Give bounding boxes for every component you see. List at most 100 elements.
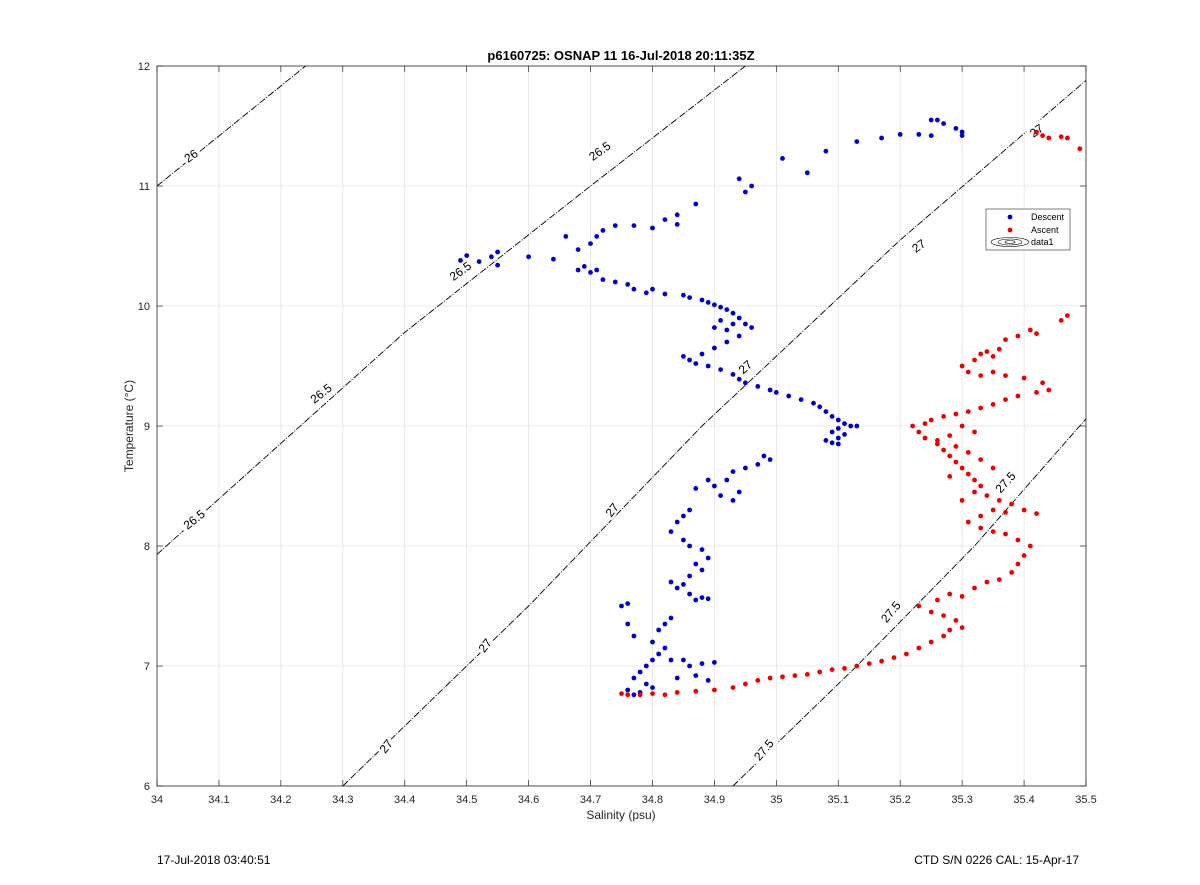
ascent-point <box>996 577 1002 582</box>
ascent-point <box>959 423 965 429</box>
descent-point <box>594 234 600 239</box>
x-tick-label: 34.5 <box>456 794 477 806</box>
ascent-point <box>916 429 922 435</box>
descent-point <box>687 573 692 579</box>
x-axis-ticks: 34 34.1 34.2 34.3 34.4 34.5 34.6 34.7 34.8 34.9 35… <box>151 66 1097 806</box>
ascent-point <box>1065 313 1070 318</box>
descent-point <box>712 325 717 330</box>
descent-point <box>699 661 705 666</box>
descent-point <box>854 423 860 429</box>
footer-timestamp: 17-Jul-2018 03:40:51 <box>157 853 271 867</box>
descent-point <box>674 519 680 525</box>
contour-label-bg <box>375 735 397 757</box>
descent-point <box>631 286 637 292</box>
descent-point <box>693 486 699 491</box>
descent-point <box>687 295 692 300</box>
contour-label-group: 27 <box>907 235 930 256</box>
ascent-point <box>1027 543 1033 549</box>
ascent-point <box>904 651 909 657</box>
descent-point <box>724 327 730 333</box>
ascent-point <box>928 417 934 423</box>
ascent-point <box>910 423 915 429</box>
descent-point <box>718 318 723 323</box>
legend[interactable]: Descent Ascent data1 <box>985 208 1071 251</box>
descent-point <box>668 615 674 621</box>
descent-point <box>705 555 711 561</box>
descent-point <box>941 121 946 126</box>
ascent-point <box>959 498 965 503</box>
descent-point <box>674 675 680 681</box>
ascent-point <box>829 667 835 672</box>
descent-point <box>773 390 779 395</box>
descent-point <box>594 267 600 273</box>
data-points <box>458 117 1083 698</box>
ascent-point <box>1003 373 1008 378</box>
descent-point <box>588 241 593 247</box>
ascent-point <box>650 691 655 696</box>
y-tick-label: 10 <box>138 301 150 313</box>
ascent-point <box>1040 380 1045 386</box>
contour-label-bg <box>474 634 496 657</box>
descent-point <box>854 139 860 145</box>
descent-point <box>835 435 841 441</box>
descent-point <box>650 286 655 292</box>
contour-label-bg <box>875 595 906 628</box>
descent-point <box>780 156 785 161</box>
ascent-point <box>1003 337 1008 342</box>
contour-label-bg <box>444 256 477 285</box>
descent-point <box>681 537 686 543</box>
ascent-point <box>1027 327 1033 333</box>
ascent-point <box>1003 510 1008 515</box>
ascent-point <box>780 674 785 680</box>
ascent-point <box>972 585 977 591</box>
ascent-point <box>941 447 946 453</box>
legend-marker-descent <box>1007 214 1013 220</box>
descent-point <box>612 279 618 285</box>
descent-point <box>625 282 631 287</box>
descent-point <box>637 669 643 675</box>
contour-label-group: 27.5 <box>875 595 906 628</box>
descent-point <box>619 603 624 609</box>
ascent-point <box>996 346 1002 352</box>
descent-point <box>699 547 705 552</box>
descent-point <box>600 277 606 282</box>
descent-point <box>699 351 705 357</box>
descent-point <box>643 290 649 296</box>
legend-label-descent: Descent <box>1031 212 1065 222</box>
ascent-point <box>990 354 996 359</box>
contour-label-bg <box>601 498 623 521</box>
x-tick-label: 35.1 <box>828 794 849 806</box>
grid <box>156 65 1087 787</box>
descent-point <box>687 663 692 669</box>
ascent-point <box>972 429 977 435</box>
x-tick-label: 34.4 <box>394 794 415 806</box>
descent-point <box>625 687 631 693</box>
contour-label-bg <box>907 235 930 256</box>
legend-label-data1: data1 <box>1031 237 1054 247</box>
ascent-point <box>953 459 959 465</box>
descent-point <box>736 176 742 182</box>
x-tick-label: 34.6 <box>518 794 539 806</box>
descent-point <box>674 585 680 591</box>
contour-line-27 <box>342 80 1087 787</box>
legend-marker-ascent <box>1007 227 1013 233</box>
ascent-point <box>935 438 940 443</box>
ascent-point <box>1015 333 1021 339</box>
ascent-point <box>947 627 953 633</box>
series-descent <box>458 117 965 698</box>
ascent-point <box>755 678 761 683</box>
y-tick-label: 9 <box>144 421 150 433</box>
descent-point <box>575 267 581 273</box>
ascent-point <box>1015 393 1021 399</box>
ascent-point <box>978 351 984 357</box>
descent-point <box>705 363 711 369</box>
ascent-point <box>922 421 928 426</box>
x-tick-label: 35.5 <box>1075 794 1096 806</box>
descent-point <box>736 376 742 382</box>
descent-point <box>551 256 556 262</box>
ascent-point <box>947 474 953 479</box>
descent-point <box>959 133 965 139</box>
ascent-point <box>1015 537 1021 543</box>
descent-point <box>743 380 748 386</box>
descent-point <box>687 591 692 597</box>
